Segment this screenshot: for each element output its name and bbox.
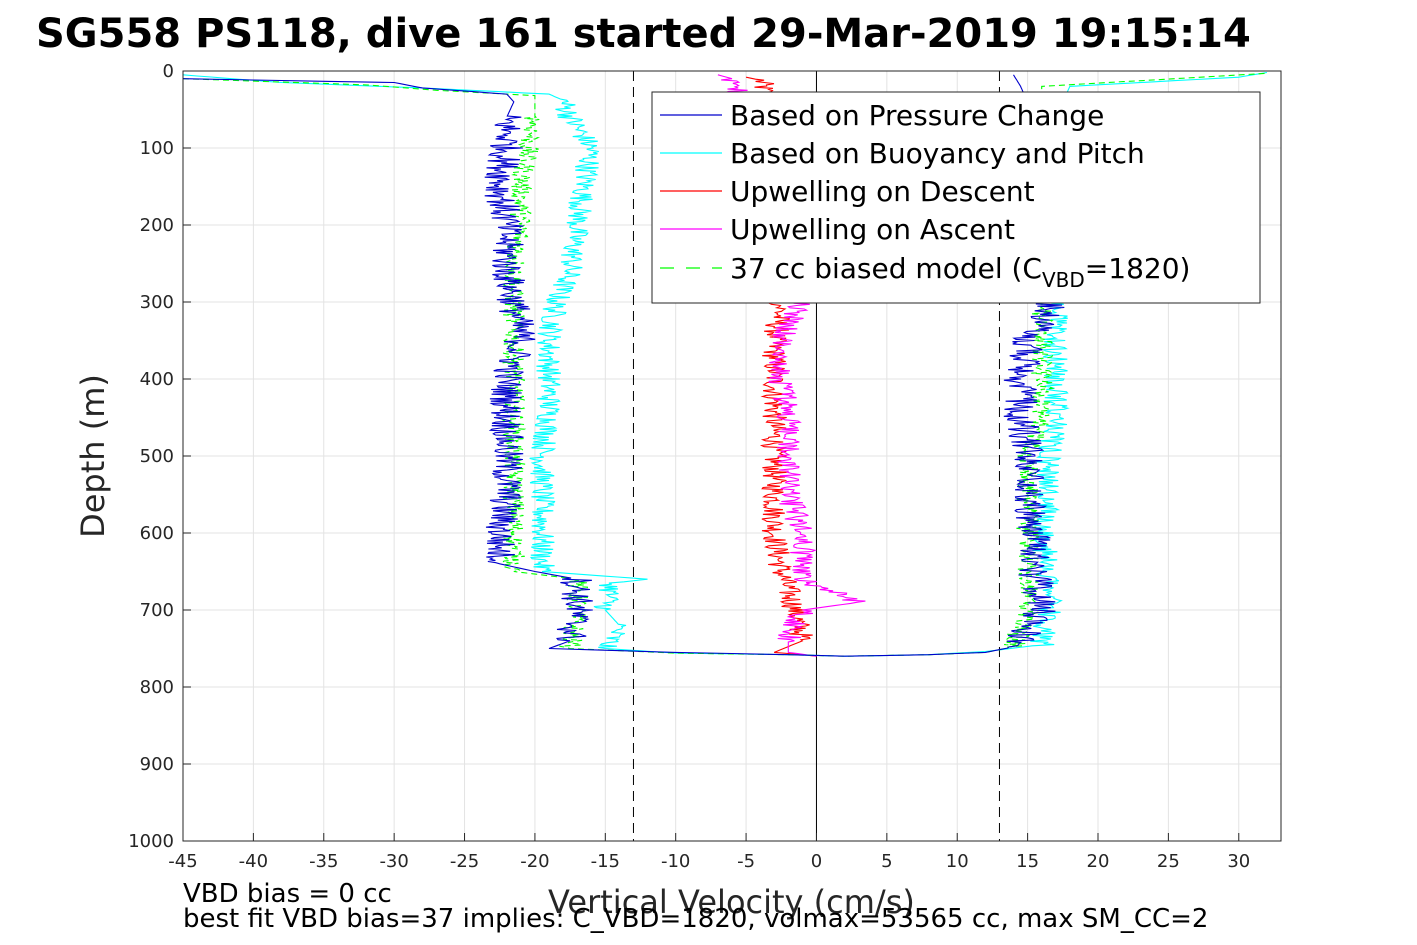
annotation-best-fit: best fit VBD bias=37 implies: C_VBD=1820…: [183, 904, 1208, 934]
legend-label-upwelling-ascent: Upwelling on Ascent: [730, 213, 1015, 246]
y-tick-label: 900: [140, 754, 174, 775]
y-tick-label: 800: [140, 677, 174, 698]
y-tick-label: 100: [140, 138, 174, 159]
series-model: [182, 72, 1267, 657]
x-tick-label: -15: [591, 851, 620, 872]
x-tick-label: -30: [379, 851, 408, 872]
y-tick-label: 200: [140, 215, 174, 236]
y-axis-label: Depth (m): [74, 374, 112, 538]
legend-label-biased-model: 37 cc biased model (CVBD=1820): [730, 252, 1190, 292]
legend-label-upwelling-descent: Upwelling on Descent: [730, 175, 1035, 208]
legend-label-biased-model-sub: VBD: [1042, 268, 1085, 292]
annotation-vbd-bias: VBD bias = 0 cc: [183, 879, 392, 909]
y-axis-ticks: 0 100 200 300 400 500 600 700 800 900 1000: [128, 61, 191, 852]
legend-box: [651, 91, 1261, 304]
x-tick-label: 5: [881, 851, 892, 872]
x-tick-label: 0: [811, 851, 822, 872]
x-tick-label: -45: [168, 851, 197, 872]
x-tick-label: -5: [737, 851, 755, 872]
y-tick-label: 400: [140, 369, 174, 390]
x-tick-label: 10: [946, 851, 969, 872]
legend-label-buoyancy: Based on Buoyancy and Pitch: [730, 137, 1145, 170]
y-tick-label: 0: [163, 61, 174, 82]
x-tick-label: -35: [309, 851, 338, 872]
x-axis-ticks: -45 -40 -35 -30 -25 -20 -15 -10 -5 0 5 10 15 20 25 30: [168, 833, 1250, 872]
legend-label-biased-model-tail: =1820): [1085, 252, 1191, 285]
y-tick-label: 300: [140, 292, 174, 313]
y-tick-label: 500: [140, 446, 174, 467]
y-tick-label: 1000: [128, 831, 174, 852]
x-axis-label: Vertical Velocity (cm/s): [548, 883, 915, 921]
chart-title: SG558 PS118, dive 161 started 29-Mar-201…: [36, 11, 1251, 57]
x-tick-label: -10: [661, 851, 690, 872]
x-tick-label: 15: [1016, 851, 1039, 872]
x-tick-label: 25: [1157, 851, 1180, 872]
legend-label-pressure: Based on Pressure Change: [730, 99, 1104, 132]
legend: Based on Pressure Change Based on Buoyan…: [651, 91, 1261, 304]
y-tick-label: 600: [140, 523, 174, 544]
x-tick-label: -20: [520, 851, 549, 872]
x-tick-label: -40: [239, 851, 268, 872]
x-tick-label: 20: [1087, 851, 1110, 872]
legend-label-biased-model-main: 37 cc biased model (C: [730, 252, 1042, 285]
y-tick-label: 700: [140, 600, 174, 621]
x-tick-label: 30: [1227, 851, 1250, 872]
x-tick-label: -25: [450, 851, 479, 872]
